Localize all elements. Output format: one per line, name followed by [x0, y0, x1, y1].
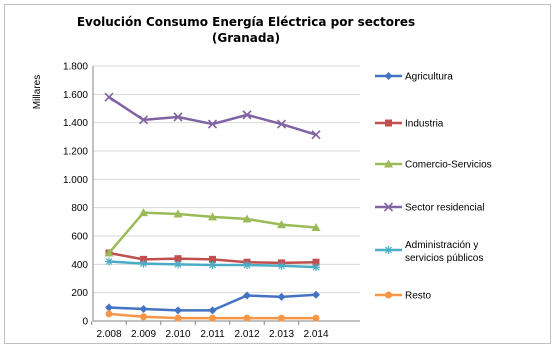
- data-point: [312, 263, 320, 272]
- chart-frame: [4, 4, 551, 344]
- legend-item: Industria: [375, 119, 444, 130]
- legend-marker: [383, 202, 394, 212]
- series-5: [105, 310, 320, 322]
- data-point: [277, 261, 286, 270]
- chart-title-line2: (Granada): [212, 31, 280, 45]
- data-point: [105, 303, 113, 312]
- data-point: [174, 260, 182, 269]
- legend-marker: [385, 291, 392, 299]
- x-tick-label: 2.014: [303, 329, 328, 340]
- data-point: [209, 314, 216, 322]
- y-tick-label: 1.400: [63, 118, 88, 129]
- x-tick-label: 2.009: [131, 329, 156, 340]
- legend-item: Resto: [375, 291, 432, 302]
- legend-item: Sector residencial: [375, 202, 484, 214]
- data-point: [208, 261, 217, 270]
- legend: Agricultura Industria Comercio-Servicios Se…: [375, 72, 492, 302]
- x-tick-label: 2.010: [165, 329, 190, 340]
- data-point: [105, 310, 113, 318]
- legend-marker: [384, 159, 393, 168]
- series-2: [104, 208, 321, 257]
- data-point: [209, 255, 216, 263]
- data-point: [139, 259, 148, 268]
- axes: [91, 66, 360, 325]
- data-point: [174, 255, 182, 263]
- legend-label: Comercio-Servicios: [405, 160, 492, 171]
- y-tick-label: 1.000: [63, 175, 88, 186]
- series-4: [105, 257, 320, 272]
- legend-marker: [384, 246, 393, 254]
- data-point: [138, 115, 149, 125]
- y-tick-label: 1.800: [63, 62, 88, 73]
- data-point: [140, 255, 147, 263]
- y-tick-label: 1.600: [63, 90, 88, 101]
- legend-item: Administración y servicios públicos: [375, 240, 483, 264]
- data-point: [276, 119, 287, 129]
- data-point: [243, 291, 251, 300]
- x-tick-label: 2.011: [200, 329, 225, 340]
- data-point: [104, 248, 114, 257]
- series-group: [104, 92, 321, 322]
- data-point: [278, 314, 285, 322]
- y-tick-label: 600: [71, 232, 88, 243]
- data-point: [242, 110, 252, 120]
- chart-title-line1: Evolución Consumo Energía Eléctrica por …: [77, 15, 415, 29]
- data-point: [207, 119, 218, 129]
- series-3: [104, 92, 321, 140]
- legend-label: Sector residencial: [405, 203, 484, 214]
- data-point: [311, 130, 321, 140]
- data-point: [277, 292, 286, 301]
- data-point: [312, 314, 320, 322]
- data-point: [311, 223, 321, 231]
- data-point: [208, 212, 217, 221]
- x-tick-label: 2.013: [269, 329, 294, 340]
- legend-label: Agricultura: [405, 72, 453, 83]
- y-tick-label: 1.200: [63, 147, 88, 158]
- data-point: [312, 290, 320, 299]
- data-point: [243, 314, 251, 322]
- data-point: [104, 92, 114, 102]
- series-0: [105, 290, 320, 315]
- data-point: [174, 314, 182, 322]
- data-point: [139, 208, 148, 217]
- data-point: [173, 209, 183, 218]
- legend-label: servicios públicos: [405, 253, 483, 264]
- x-tick-label: 2.012: [234, 329, 259, 340]
- data-point: [243, 261, 251, 270]
- legend-label: Industria: [405, 119, 444, 130]
- legend-label: Resto: [405, 291, 432, 302]
- y-tick-label: 200: [71, 288, 88, 299]
- data-point: [312, 258, 320, 266]
- legend-item: Agricultura: [375, 72, 453, 83]
- x-tick-labels: 2.008 2.009 2.010 2.011 2.012 2.013 2.014: [96, 329, 328, 340]
- data-point: [105, 257, 113, 266]
- data-point: [140, 313, 147, 321]
- x-tick-label: 2.008: [96, 329, 121, 340]
- data-point: [242, 214, 252, 223]
- y-tick-label: 0: [82, 317, 88, 328]
- data-point: [208, 306, 217, 315]
- legend-label: Administración y: [405, 240, 478, 251]
- legend-marker: [385, 119, 392, 127]
- data-point: [139, 304, 148, 313]
- y-tick-labels: 0 200 400 600 800 1.000 1.200 1.400 1.600 1.800: [63, 62, 88, 328]
- y-tick-label: 800: [71, 203, 88, 214]
- data-point: [277, 220, 286, 229]
- y-axis-label: Millares: [32, 75, 43, 109]
- y-tick-label: 400: [71, 260, 88, 271]
- legend-marker: [384, 72, 393, 80]
- legend-item: Comercio-Servicios: [375, 159, 492, 171]
- data-point: [174, 306, 182, 315]
- data-point: [173, 112, 183, 122]
